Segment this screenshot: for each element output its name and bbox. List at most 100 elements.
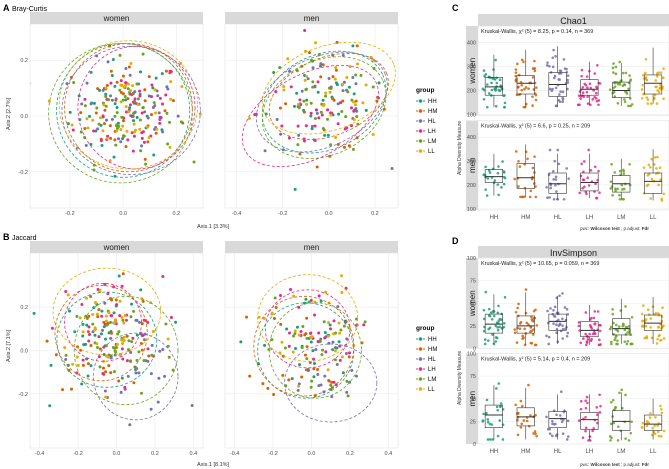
jitter-point-HM: [519, 426, 523, 429]
point-HL: [103, 301, 107, 305]
point-HL: [107, 353, 111, 357]
jitter-point-HH: [498, 317, 502, 321]
point-HL: [345, 337, 349, 341]
point-HL: [319, 62, 323, 66]
jitter-point-LM: [630, 103, 634, 106]
point-LH: [168, 69, 172, 73]
facet-strip-label-women: women: [103, 14, 130, 23]
point-HH: [264, 112, 268, 116]
panel-b-ylabel: Axis.2 [7.1%]: [6, 329, 12, 362]
jitter-point-HM: [533, 59, 536, 63]
point-LL: [95, 342, 99, 346]
point-HH: [298, 363, 302, 367]
point-LL: [122, 335, 126, 339]
point-LL: [155, 127, 159, 131]
point-LM: [319, 110, 323, 114]
facet-plot-area: [32, 267, 194, 427]
jitter-point-LL: [645, 424, 649, 428]
jitter-point-LL: [646, 308, 650, 311]
point-LM: [321, 348, 325, 352]
jitter-point-LH: [584, 429, 587, 433]
point-HH: [92, 101, 96, 105]
jitter-point-HH: [503, 101, 507, 105]
point-HM: [355, 44, 359, 48]
box-LM: [612, 318, 631, 336]
point-LL: [119, 128, 123, 132]
panel-b-facet-women: women -0.4 -0.2 0.0 0.2 0.4 -0.2 0.0 0.2: [19, 241, 204, 457]
point-LH: [326, 108, 330, 112]
jitter-point-LL: [641, 324, 645, 327]
point-LL: [338, 331, 342, 335]
jitter-point-HH: [495, 405, 499, 409]
point-HL: [128, 73, 132, 77]
point-LM: [371, 85, 375, 89]
legend-key-dot-LL: [418, 149, 423, 153]
point-HH: [124, 98, 128, 102]
point-LM: [135, 367, 139, 371]
point-LL: [345, 75, 349, 79]
point-LL: [104, 86, 108, 90]
point-LM: [192, 160, 196, 164]
jitter-point-HL: [553, 422, 556, 426]
jitter-point-HH: [498, 325, 501, 329]
point-LL: [132, 122, 136, 126]
jitter-point-LL: [644, 58, 648, 61]
point-LL: [314, 41, 318, 45]
jitter-point-LL: [650, 177, 654, 181]
point-LM: [167, 120, 171, 124]
legend-key-dot-HL: [418, 357, 423, 361]
jitter-point-LH: [590, 316, 593, 320]
jitter-point-HH: [497, 165, 500, 168]
point-HL: [149, 372, 153, 376]
point-HM: [146, 140, 150, 144]
point-HH: [120, 376, 124, 380]
point-HM: [244, 315, 248, 319]
jitter-point-LH: [588, 435, 592, 438]
point-LL: [104, 395, 108, 399]
point-HH: [351, 44, 355, 48]
jitter-point-LM: [614, 323, 618, 327]
jitter-point-LM: [619, 429, 623, 433]
point-LM: [354, 73, 358, 77]
jitter-point-HH: [496, 434, 500, 438]
panel-c-ylabel: Alpha Diversity Measure: [457, 121, 463, 175]
jitter-point-LM: [623, 340, 627, 343]
point-HL: [281, 148, 285, 152]
jitter-point-HL: [565, 70, 569, 74]
point-LL: [198, 112, 202, 116]
jitter-point-LL: [653, 424, 656, 428]
jitter-point-LL: [653, 96, 656, 100]
point-HM: [272, 393, 276, 397]
point-LH: [298, 98, 302, 102]
jitter-point-LL: [657, 183, 661, 187]
point-LH: [348, 351, 352, 355]
point-HH: [319, 299, 323, 303]
jitter-point-LM: [610, 162, 613, 166]
jitter-point-LL: [644, 318, 648, 321]
jitter-point-HH: [501, 160, 504, 163]
jitter-point-LH: [586, 95, 589, 98]
jitter-point-HH: [482, 317, 486, 321]
point-LH: [103, 282, 107, 286]
jitter-point-LH: [589, 168, 593, 172]
jitter-point-HL: [555, 413, 558, 417]
box-LL: [644, 74, 663, 95]
jitter-point-LL: [662, 337, 666, 340]
box-HL: [548, 172, 567, 194]
point-LL: [340, 291, 344, 295]
facet-strip-label-women: women: [103, 243, 130, 252]
ellipse-LH: [64, 282, 142, 362]
point-LM: [296, 143, 300, 147]
point-LM: [97, 122, 101, 126]
jitter-point-LH: [579, 97, 582, 100]
point-LL: [324, 91, 328, 95]
row-strip-men: [466, 353, 478, 444]
point-HH: [73, 330, 77, 334]
jitter-point-LM: [612, 62, 615, 65]
point-LM: [359, 73, 363, 77]
jitter-point-HH: [488, 326, 492, 330]
point-LH: [313, 124, 317, 128]
jitter-point-LL: [649, 326, 652, 329]
ellipse-HL: [284, 343, 378, 423]
jitter-point-LH: [580, 68, 584, 72]
